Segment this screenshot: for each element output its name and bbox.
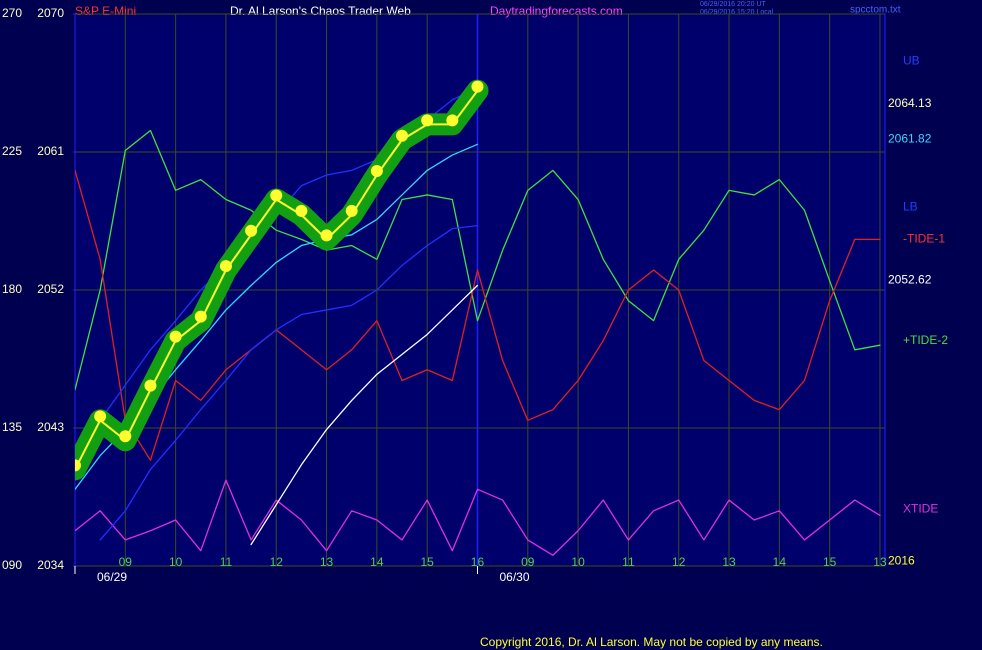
chart-title: Dr. Al Larson's Chaos Trader Web xyxy=(230,4,411,18)
date-label: 06/29 xyxy=(97,570,127,584)
series-group xyxy=(75,79,881,556)
y-tick-label: 2061 xyxy=(37,144,64,158)
price-dot xyxy=(295,204,308,217)
annotation: 2064.13 xyxy=(888,96,932,110)
series-line xyxy=(75,479,881,556)
date-label: 06/30 xyxy=(499,570,529,584)
y-tick-label: 2034 xyxy=(37,558,64,572)
y2-tick-label: 270 xyxy=(2,6,22,20)
price-dot xyxy=(345,204,358,217)
y-tick-label: 2052 xyxy=(37,282,64,296)
site-name: Daytradingforecasts.com xyxy=(490,4,623,18)
series-line xyxy=(75,169,881,461)
x-tick-label: 14 xyxy=(370,555,384,569)
y2-tick-label: 135 xyxy=(2,420,22,434)
instrument: S&P E-Mini xyxy=(75,4,136,18)
x-tick-label: 12 xyxy=(672,555,686,569)
timestamp: 06/29/2016 20:20 UT xyxy=(700,1,766,8)
annotation: LB xyxy=(903,199,918,213)
annotation: -TIDE-1 xyxy=(903,232,945,246)
price-dot xyxy=(75,459,81,472)
x-tick-label: 10 xyxy=(571,555,585,569)
y2-tick-label: 225 xyxy=(2,144,22,158)
y2-tick-label: 180 xyxy=(2,282,22,296)
price-dot xyxy=(270,189,283,202)
price-dot xyxy=(245,224,258,237)
x-tick-label: 14 xyxy=(773,555,787,569)
y-tick-label: 2043 xyxy=(37,420,64,434)
price-dot xyxy=(396,129,409,142)
price-dot xyxy=(370,165,383,177)
y2-tick-label: 090 xyxy=(2,558,22,572)
copyright: Copyright 2016, Dr. Al Larson. May not b… xyxy=(480,635,823,649)
price-dot xyxy=(219,260,232,273)
price-dot xyxy=(194,310,207,323)
price-dot xyxy=(320,229,333,242)
price-dot xyxy=(471,80,484,93)
price-dot xyxy=(446,114,459,127)
timestamp: 06/29/2016 15:20 Local xyxy=(700,9,774,16)
price-dot xyxy=(144,379,157,392)
price-dot xyxy=(421,114,434,127)
annotation: 2052.62 xyxy=(888,273,932,287)
x-tick-label: 15 xyxy=(823,555,837,569)
x-tick-label: 09 xyxy=(521,555,535,569)
series-line xyxy=(75,129,881,391)
y-tick-label: 2070 xyxy=(37,6,64,20)
file-name: spcctom.txt xyxy=(850,5,901,16)
x-tick-label: 13 xyxy=(320,555,334,569)
x-tick-label: 11 xyxy=(622,555,635,569)
price-dot xyxy=(169,330,182,343)
x-tick-label: 13 xyxy=(873,555,887,569)
annotation: UB xyxy=(903,54,920,68)
x-tick-label: 11 xyxy=(220,555,233,569)
x-tick-label: 12 xyxy=(270,555,284,569)
price-dot xyxy=(119,430,132,443)
x-tick-label: 13 xyxy=(722,555,736,569)
annotation: 2016 xyxy=(888,554,915,568)
annotation: XTIDE xyxy=(903,501,938,515)
annotation: +TIDE-2 xyxy=(903,333,948,347)
annotation: 2061.82 xyxy=(888,132,932,146)
x-tick-label: 15 xyxy=(420,555,434,569)
series-line xyxy=(250,284,479,546)
price-dot xyxy=(94,410,107,423)
x-tick-label: 09 xyxy=(119,555,133,569)
series-line xyxy=(99,224,479,541)
x-tick-label: 10 xyxy=(169,555,183,569)
